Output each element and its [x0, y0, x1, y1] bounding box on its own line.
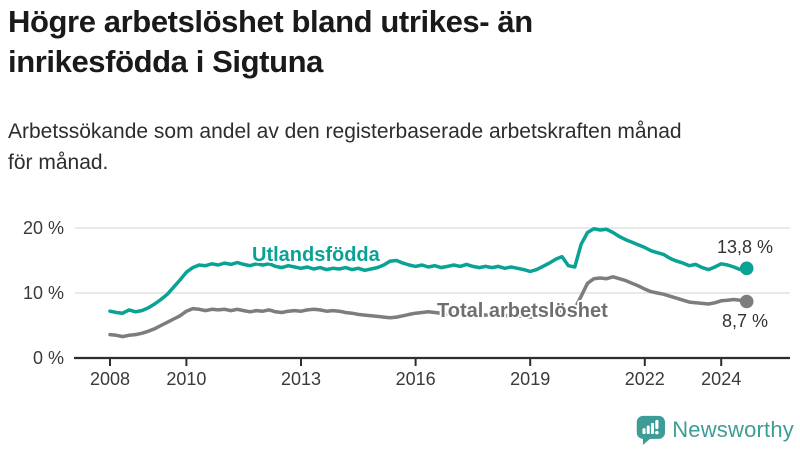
- x-tick-label: 2016: [396, 369, 436, 389]
- x-tick-label: 2013: [281, 369, 321, 389]
- series-end-dot-0: [739, 261, 754, 276]
- subtitle-line-2: för månad.: [8, 151, 109, 174]
- chart-subtitle: Arbetssökande som andel av den registerb…: [8, 116, 798, 178]
- newsworthy-logo[interactable]: Newsworthy: [635, 414, 794, 446]
- end-value-utlandsfodda: 13,8 %: [717, 237, 774, 257]
- y-tick-label: 20 %: [23, 218, 64, 238]
- y-tick-label: 0 %: [33, 348, 64, 368]
- newsworthy-bubble-chart-icon: [636, 415, 666, 445]
- series-line-0: [108, 226, 749, 315]
- y-tick-label: 10 %: [23, 283, 64, 303]
- series-label-total-arbetsloshet: Total arbetslöshet: [437, 300, 608, 322]
- page-title: Högre arbetslöshet bland utrikes- än inr…: [8, 2, 748, 82]
- title-line-1: Högre arbetslöshet bland utrikes- än: [8, 4, 533, 39]
- end-value-total-arbetsloshet: 8,7 %: [722, 311, 769, 331]
- x-tick-label: 2022: [625, 369, 665, 389]
- series-line-1: [108, 275, 749, 339]
- title-line-2: inrikesfödda i Sigtuna: [8, 44, 324, 79]
- line-chart: 0 % 10 % 20 % 2008 2010 2013 2016 2019 2022 2024: [23, 218, 790, 389]
- newsworthy-logo-text: Newsworthy: [672, 417, 794, 442]
- series-label-utlandsfodda: Utlandsfödda: [252, 244, 380, 266]
- subtitle-line-1: Arbetssökande som andel av den registerb…: [8, 120, 682, 143]
- x-tick-label: 2024: [701, 369, 741, 389]
- x-tick-label: 2010: [166, 369, 206, 389]
- x-tick-label: 2019: [510, 369, 550, 389]
- x-tick-label: 2008: [90, 369, 130, 389]
- series-end-dot-1: [739, 294, 754, 309]
